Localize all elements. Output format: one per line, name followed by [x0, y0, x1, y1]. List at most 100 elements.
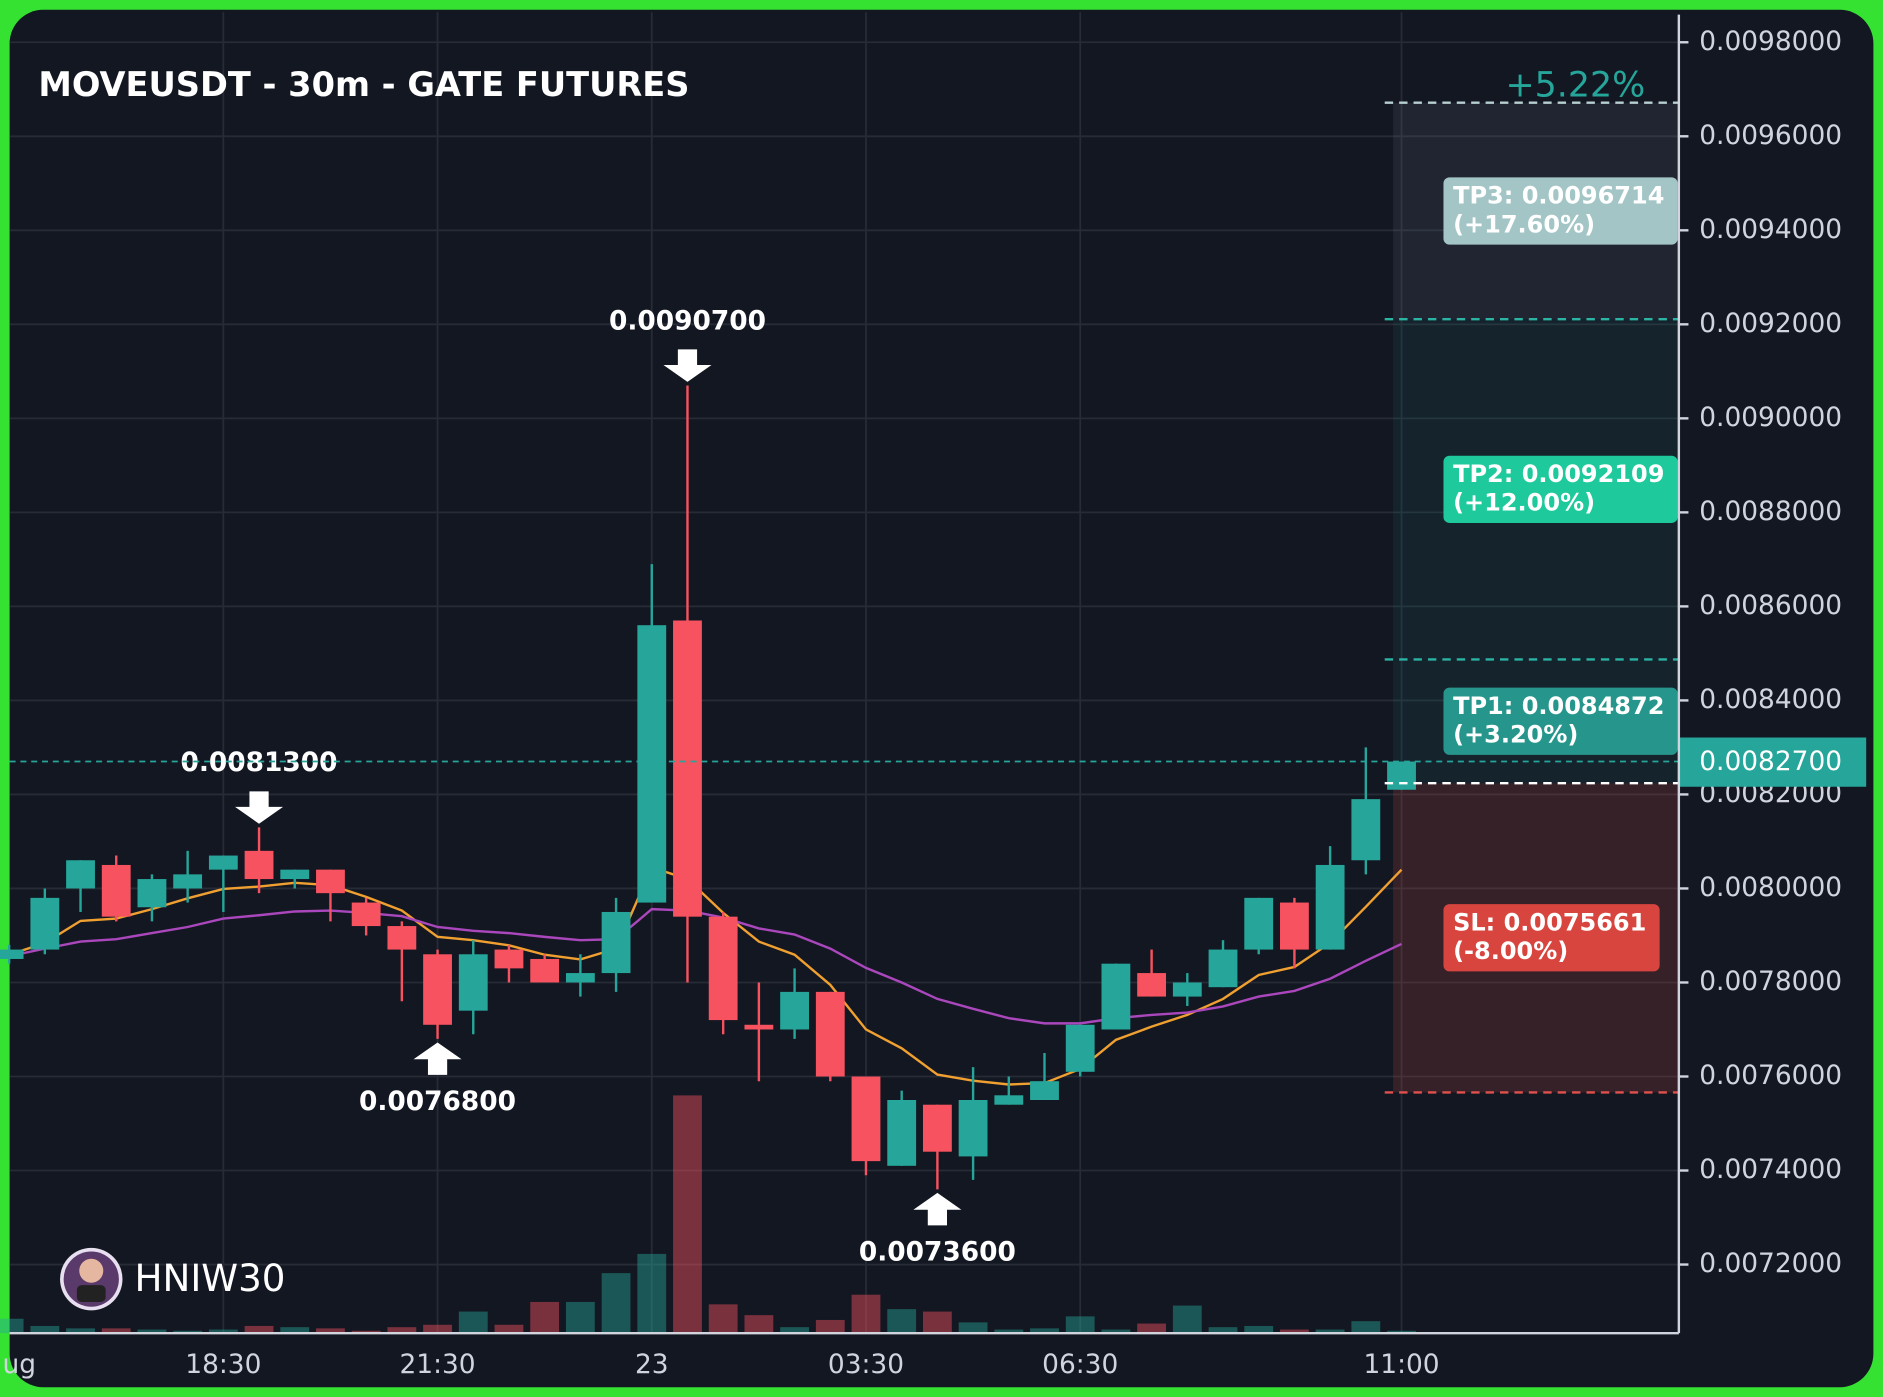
volume-bar	[922, 1311, 952, 1334]
volume-bar	[673, 1095, 702, 1334]
level-change: (+12.00%)	[1453, 489, 1595, 517]
current-price-box	[1678, 737, 1867, 787]
annotation-label: 0.0081300	[181, 747, 338, 778]
y-tick-label: 0.0074000	[1699, 1154, 1842, 1185]
volume-bar	[494, 1324, 524, 1334]
candle-body	[565, 973, 595, 983]
y-tick-label: 0.0076000	[1699, 1060, 1842, 1091]
level-label: TP2: 0.0092109	[1453, 460, 1664, 488]
candle-body	[1101, 963, 1131, 1030]
candle-body	[1351, 799, 1381, 861]
y-tick-label: 0.0094000	[1699, 214, 1842, 245]
volume-bar	[387, 1327, 417, 1334]
level-box	[1443, 455, 1678, 523]
x-tick-label: 21:30	[400, 1349, 476, 1380]
y-tick-label: 0.0096000	[1699, 120, 1842, 151]
y-tick-label: 0.0080000	[1699, 872, 1842, 903]
chart-title: MOVEUSDT - 30m - GATE FUTURES	[38, 65, 689, 104]
moving-average	[8, 907, 1403, 1025]
candle-body	[387, 926, 417, 950]
annotation-arrow	[913, 1192, 962, 1226]
level-label: TP3: 0.0096714	[1453, 182, 1664, 210]
volume-bar	[1280, 1329, 1309, 1334]
volume-bar	[1101, 1329, 1131, 1334]
volume-bar	[423, 1324, 452, 1334]
candle-body	[887, 1100, 917, 1166]
level-change: (+3.20%)	[1453, 721, 1578, 749]
volume-bar	[565, 1301, 595, 1334]
candle-body	[958, 1100, 988, 1157]
ma-layer	[8, 865, 1403, 1086]
candle-body	[851, 1076, 881, 1162]
avatar-body	[76, 1285, 106, 1302]
annotation-arrow	[413, 1042, 462, 1075]
annotation-arrow	[235, 791, 284, 824]
level-box	[1443, 904, 1660, 972]
volume-bar	[30, 1325, 60, 1334]
candle-body	[101, 864, 131, 917]
candle-body	[30, 897, 60, 950]
y-tick-label: 0.0084000	[1699, 684, 1842, 715]
annotation-label: 0.0076800	[359, 1086, 516, 1117]
level-change: (-8.00%)	[1453, 937, 1568, 965]
volume-layer	[0, 1095, 1416, 1334]
volume-bar	[101, 1328, 131, 1334]
level-change: (+17.60%)	[1453, 210, 1595, 238]
volume-bar	[137, 1329, 167, 1334]
x-tick-label: 03:30	[828, 1349, 904, 1380]
volume-bar	[208, 1329, 238, 1334]
x-tick-label: 11:00	[1363, 1349, 1439, 1380]
candle-body	[208, 855, 238, 870]
volume-bar	[458, 1311, 488, 1334]
candle-body	[280, 869, 310, 880]
volume-bar	[637, 1253, 667, 1334]
candle-body	[708, 916, 738, 1021]
candle-body	[1387, 761, 1416, 790]
y-tick-label: 0.0086000	[1699, 590, 1842, 621]
candle-body	[244, 850, 274, 880]
y-tick-label: 0.0090000	[1699, 402, 1842, 433]
candle-body	[0, 949, 24, 959]
candle-body	[316, 869, 345, 894]
chart-panel	[9, 9, 1874, 1388]
volume-bar	[66, 1328, 95, 1334]
volume-bar	[316, 1328, 345, 1334]
y-tick-label: 0.0078000	[1699, 966, 1842, 997]
current-price-label: 0.0082700	[1699, 746, 1842, 777]
volume-bar	[780, 1327, 809, 1334]
candle-body	[922, 1104, 952, 1152]
candle-body	[673, 620, 702, 917]
volume-bar	[1315, 1329, 1345, 1334]
volume-bar	[708, 1304, 738, 1334]
candle-body	[1244, 897, 1274, 950]
level-box	[1443, 177, 1678, 245]
candle-layer	[0, 385, 1416, 1190]
candle-body	[423, 954, 452, 1025]
x-tick-label: 23	[635, 1349, 669, 1380]
x-tick-label: 06:30	[1042, 1349, 1118, 1380]
volume-bar	[744, 1315, 774, 1334]
overlay-layer: TP1: 0.0084872(+3.20%) TP2: 0.0092109(+12…	[9, 66, 1867, 1267]
volume-bar	[280, 1327, 310, 1334]
volume-bar	[244, 1325, 274, 1334]
watermark: HNIW30	[60, 1247, 286, 1311]
trade-summary: +5.22%	[1505, 66, 1645, 106]
volume-bar	[1172, 1305, 1202, 1334]
candle-body	[530, 958, 560, 983]
candle-body	[1208, 949, 1238, 988]
candle-body	[351, 902, 381, 927]
candle-body	[66, 860, 95, 889]
grid-layer: 0.0072000 0.0074000 0.0076000 0.0078000 0.00…	[2, 12, 1842, 1380]
watermark-text: HNIW30	[135, 1256, 286, 1300]
annotation-arrow	[663, 349, 712, 382]
candle-body	[1280, 902, 1309, 950]
volume-bar	[994, 1329, 1024, 1334]
y-tick-label: 0.0088000	[1699, 496, 1842, 527]
volume-bar	[1065, 1316, 1095, 1334]
y-tick-label: 0.0098000	[1699, 26, 1842, 57]
candle-body	[1315, 864, 1345, 950]
candle-body	[744, 1024, 774, 1030]
candle-body	[1137, 973, 1167, 997]
